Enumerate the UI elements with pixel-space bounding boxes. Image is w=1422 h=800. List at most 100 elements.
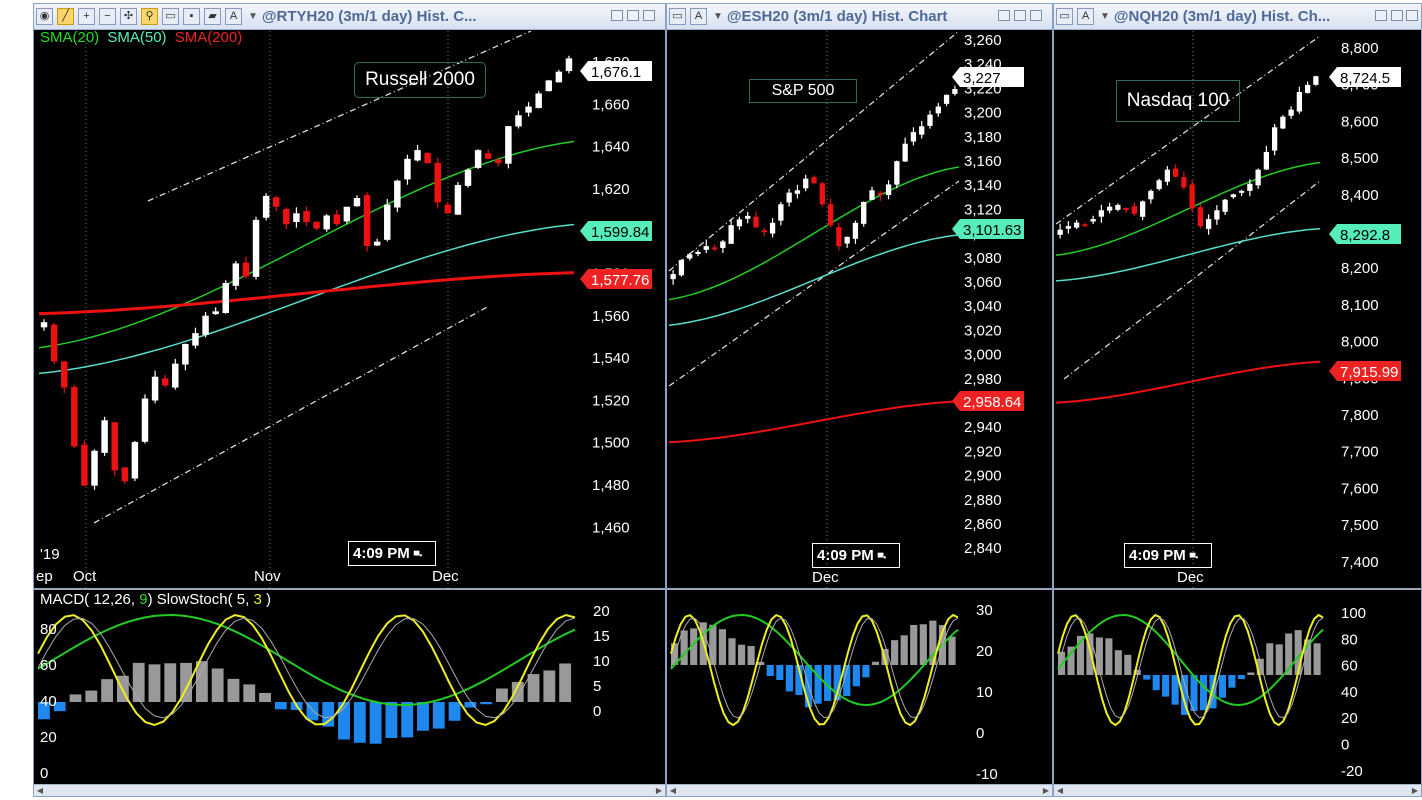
candle-body	[1313, 76, 1319, 85]
time-box: 4:09 PM ▀•	[348, 541, 436, 566]
app-icon[interactable]: ◉	[36, 8, 53, 25]
horizontal-scrollbar[interactable]: ◀ ▶	[1054, 784, 1421, 796]
horizontal-scrollbar[interactable]: ◀ ▶	[667, 784, 1052, 796]
macd-histogram-bar	[843, 665, 851, 697]
chart-window-es[interactable]: ▭ A ▼ @ESH20 (3m/1 day) Hist. Chart 3,26…	[666, 3, 1053, 797]
time-box: 4:09 PM ▀•	[1124, 543, 1212, 568]
candle-body	[1271, 127, 1278, 151]
indicator-pane-nq[interactable]: 100 80 60 40 20 0 -20	[1054, 590, 1422, 786]
zoom-in-icon[interactable]: +	[78, 8, 95, 25]
chart-window-nq[interactable]: ▭ A ▼ @NQH20 (3m/1 day) Hist. Ch... 8,80…	[1053, 3, 1422, 797]
candle-body	[687, 254, 693, 259]
scroll-left-icon[interactable]: ◀	[1056, 786, 1064, 795]
y-tick-label: 1,460	[592, 519, 630, 536]
horizontal-scrollbar[interactable]: ◀ ▶	[34, 784, 665, 796]
indicator-tick-label: 0	[976, 725, 984, 742]
y-tick-label: 7,700	[1341, 444, 1379, 461]
pane-divider[interactable]	[667, 588, 1052, 590]
pane-divider[interactable]	[34, 588, 665, 590]
x-axis: '19 ep Oct Nov Dec	[34, 544, 665, 589]
price-tag: 8,292.8	[1329, 224, 1401, 244]
candle-body	[252, 219, 260, 277]
candle-body	[720, 241, 726, 248]
line-tool-icon[interactable]: ╱	[57, 8, 74, 25]
indicator-pane-rty[interactable]: 20 15 10 5 0 80 60 40 20 0	[34, 590, 666, 786]
window-titlebar[interactable]: ▭ A ▼ @NQH20 (3m/1 day) Hist. Ch...	[1054, 4, 1421, 30]
zoom-out-icon[interactable]: −	[99, 8, 116, 25]
window-icon[interactable]: ▭	[669, 8, 686, 25]
macd-histogram-bar	[680, 630, 688, 665]
pane-divider[interactable]	[1054, 588, 1421, 590]
candle-body	[670, 274, 676, 280]
y-tick-label: 8,600	[1341, 113, 1379, 130]
candle-body	[919, 126, 925, 135]
candle-body	[935, 106, 941, 114]
dropdown-arrow-icon[interactable]: ▼	[1100, 11, 1110, 22]
macd-histogram-bar	[1266, 643, 1274, 675]
window-icon[interactable]: ▭	[1056, 8, 1073, 25]
indicator-pane-es[interactable]: 30 20 10 0 -10	[667, 590, 1053, 786]
format-icon[interactable]: A	[690, 8, 707, 25]
window-title: @RTYH20 (3m/1 day) Hist. C...	[261, 8, 477, 25]
time-text: 4:09 PM	[353, 545, 410, 562]
y-tick-label: 3,000	[964, 347, 1002, 364]
candle-body	[885, 184, 892, 196]
candle-body	[535, 93, 542, 108]
candle-body	[1106, 206, 1113, 211]
macd-histogram-bar	[195, 661, 208, 702]
minimize-button[interactable]	[1375, 10, 1387, 21]
candle-body	[464, 169, 472, 186]
pin-icon[interactable]: ⚲	[141, 8, 158, 25]
maximize-button[interactable]	[627, 10, 639, 21]
format-icon[interactable]: A	[225, 8, 242, 25]
scroll-right-icon[interactable]: ▶	[1411, 786, 1419, 795]
candle-body	[1139, 201, 1146, 217]
indicator-tick-label: -20	[1341, 763, 1363, 780]
chart-window-rty[interactable]: ◉ ╱ + − ✣ ⚲ ▭ ▪ ▰ A ▼ @RTYH20 (3m/1 day)…	[33, 3, 666, 797]
window-icon[interactable]: ▭	[162, 8, 179, 25]
indicator-tick-label: 0	[593, 703, 601, 720]
save-icon[interactable]: ▪	[183, 8, 200, 25]
maximize-button[interactable]	[1014, 10, 1026, 21]
minimize-button[interactable]	[611, 10, 623, 21]
crosshair-icon[interactable]: ✣	[120, 8, 137, 25]
scroll-right-icon[interactable]: ▶	[1042, 786, 1050, 795]
macd-histogram-bar	[306, 702, 319, 721]
price-chart-nq[interactable]: 8,8008,7008,6008,5008,4008,3008,2008,100…	[1054, 31, 1422, 591]
scroll-right-icon[interactable]: ▶	[655, 786, 663, 795]
indicator-left-tick-label: 40	[40, 693, 57, 710]
price-tag-bg	[580, 61, 652, 81]
window-titlebar[interactable]: ▭ A ▼ @ESH20 (3m/1 day) Hist. Chart	[667, 4, 1052, 30]
price-chart-es[interactable]: 3,2603,2403,2203,2003,1803,1603,1403,120…	[667, 31, 1053, 591]
macd-histogram-bar	[862, 665, 870, 678]
dropdown-arrow-icon[interactable]: ▼	[248, 11, 258, 22]
scroll-left-icon[interactable]: ◀	[669, 786, 677, 795]
window-titlebar[interactable]: ◉ ╱ + − ✣ ⚲ ▭ ▪ ▰ A ▼ @RTYH20 (3m/1 day)…	[34, 4, 665, 30]
candle-body	[769, 222, 776, 234]
macd-histogram-bar	[1133, 669, 1141, 675]
candle-body	[71, 387, 78, 447]
scroll-left-icon[interactable]: ◀	[36, 786, 44, 795]
trend-channel-line	[1063, 180, 1321, 380]
price-chart-rty[interactable]: 1,6801,6601,6401,6201,6001,5801,5601,540…	[34, 31, 666, 591]
candle-body	[794, 190, 801, 194]
candle-body	[262, 195, 270, 218]
minimize-button[interactable]	[998, 10, 1010, 21]
candle-body	[943, 94, 950, 104]
macd-histogram-bar	[543, 670, 556, 702]
candle-body	[1172, 168, 1179, 177]
stoch-d-line	[1057, 617, 1324, 719]
open-icon[interactable]: ▰	[204, 8, 221, 25]
dropdown-arrow-icon[interactable]: ▼	[713, 11, 723, 22]
macd-histogram-bar	[824, 665, 832, 701]
y-tick-label: 2,900	[964, 468, 1002, 485]
close-button[interactable]	[1406, 10, 1418, 21]
close-button[interactable]	[1030, 10, 1042, 21]
y-tick-label: 8,100	[1341, 297, 1379, 314]
candle-body	[1090, 219, 1096, 222]
maximize-button[interactable]	[1391, 10, 1403, 21]
format-icon[interactable]: A	[1077, 8, 1094, 25]
close-button[interactable]	[643, 10, 655, 21]
candle-body	[161, 378, 169, 386]
x-label-dec: Dec	[432, 568, 459, 585]
